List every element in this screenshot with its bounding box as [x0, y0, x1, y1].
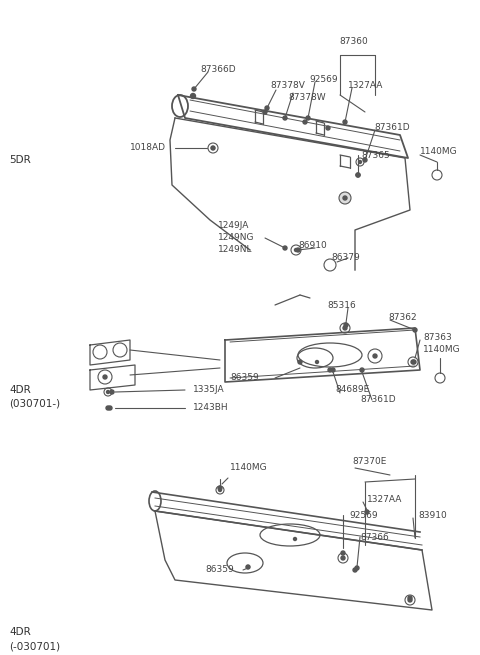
Circle shape	[412, 360, 416, 364]
Circle shape	[326, 126, 330, 130]
Circle shape	[247, 565, 250, 569]
Text: 87378V: 87378V	[270, 81, 305, 90]
Circle shape	[343, 196, 347, 200]
Circle shape	[303, 120, 307, 124]
Circle shape	[353, 568, 357, 572]
Text: 86379: 86379	[331, 253, 360, 263]
Text: 1018AD: 1018AD	[130, 143, 166, 153]
Circle shape	[283, 246, 287, 250]
Circle shape	[218, 489, 221, 491]
Circle shape	[408, 598, 412, 602]
Circle shape	[246, 565, 250, 569]
Text: 4DR: 4DR	[10, 384, 31, 395]
Text: 87362: 87362	[388, 314, 417, 322]
Circle shape	[344, 323, 348, 327]
Circle shape	[192, 87, 196, 91]
Circle shape	[212, 147, 215, 149]
Text: 86359: 86359	[230, 373, 259, 383]
Circle shape	[295, 248, 298, 252]
Circle shape	[413, 328, 417, 332]
Text: 1249NG: 1249NG	[218, 233, 254, 242]
Circle shape	[373, 354, 377, 358]
Circle shape	[359, 160, 361, 164]
Circle shape	[110, 390, 114, 394]
Text: 1327AA: 1327AA	[367, 495, 402, 504]
Text: 84689E: 84689E	[335, 386, 369, 394]
Text: 1249JA: 1249JA	[218, 221, 250, 231]
Text: 1243BH: 1243BH	[193, 403, 228, 413]
Text: 87361D: 87361D	[360, 396, 396, 405]
Text: 87370E: 87370E	[352, 457, 386, 466]
Circle shape	[293, 538, 297, 540]
Circle shape	[355, 566, 359, 570]
Circle shape	[341, 556, 345, 560]
Circle shape	[365, 510, 369, 514]
Circle shape	[363, 158, 367, 162]
Circle shape	[108, 406, 112, 410]
Text: 87378W: 87378W	[288, 92, 325, 102]
Circle shape	[343, 120, 347, 124]
Circle shape	[191, 94, 195, 98]
Circle shape	[408, 596, 412, 600]
Text: 87365: 87365	[361, 151, 390, 160]
Circle shape	[106, 406, 110, 410]
Circle shape	[107, 390, 109, 394]
Circle shape	[411, 360, 415, 364]
Text: 86910: 86910	[298, 240, 327, 250]
Text: 87366: 87366	[360, 533, 389, 542]
Text: 87366D: 87366D	[200, 64, 236, 73]
Circle shape	[339, 192, 351, 204]
Text: 1140MG: 1140MG	[423, 345, 461, 354]
Circle shape	[328, 368, 332, 372]
Circle shape	[343, 326, 347, 330]
Circle shape	[218, 486, 222, 490]
Text: 5DR: 5DR	[10, 155, 31, 166]
Text: 87360: 87360	[339, 37, 368, 47]
Text: 92569: 92569	[309, 75, 337, 83]
Circle shape	[211, 146, 215, 150]
Circle shape	[331, 368, 335, 372]
Text: 1327AA: 1327AA	[348, 81, 384, 90]
Circle shape	[296, 248, 300, 252]
Circle shape	[356, 173, 360, 177]
Circle shape	[356, 173, 360, 177]
Text: 1140MG: 1140MG	[230, 464, 268, 472]
Text: 87363: 87363	[423, 333, 452, 343]
Circle shape	[315, 360, 319, 364]
Circle shape	[283, 116, 287, 120]
Text: 92569: 92569	[349, 510, 378, 519]
Circle shape	[265, 106, 269, 110]
Text: 85316: 85316	[327, 301, 356, 310]
Text: 1249NL: 1249NL	[218, 246, 252, 255]
Text: (030701-): (030701-)	[10, 399, 61, 409]
Text: 1140MG: 1140MG	[420, 147, 457, 157]
Circle shape	[103, 375, 107, 379]
Circle shape	[306, 116, 310, 120]
Circle shape	[298, 360, 302, 364]
Circle shape	[341, 551, 345, 555]
Circle shape	[263, 110, 267, 114]
Text: 4DR: 4DR	[10, 627, 31, 637]
Text: 1335JA: 1335JA	[193, 386, 225, 394]
Text: 87361D: 87361D	[374, 124, 409, 132]
Text: 86359: 86359	[205, 565, 234, 574]
Text: 83910: 83910	[418, 512, 447, 521]
Text: (-030701): (-030701)	[10, 641, 61, 651]
Circle shape	[360, 368, 364, 372]
